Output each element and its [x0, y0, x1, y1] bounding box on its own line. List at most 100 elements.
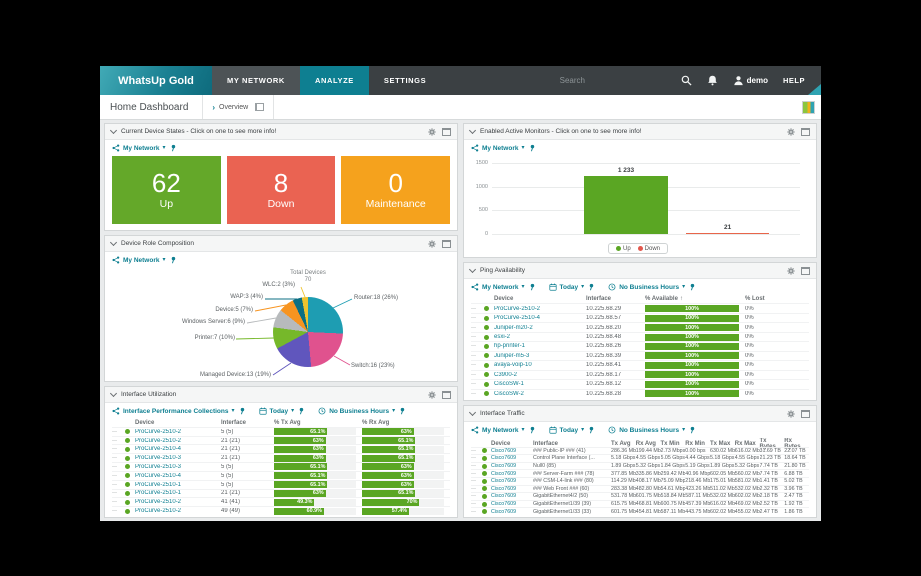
column-header[interactable]: Rx Max [734, 441, 756, 447]
table-row[interactable]: — Juniper-m5-3 10.225.68.39 100% 0% [471, 350, 809, 360]
pin-icon[interactable] [528, 144, 536, 152]
bell-icon[interactable] [707, 75, 718, 86]
role-pie[interactable] [273, 297, 343, 367]
column-header[interactable]: % Rx Avg [362, 419, 390, 426]
search-icon[interactable] [681, 75, 692, 86]
table-row[interactable]: — Cisco7609 GigabitEthernet1/33 (33) 601.75… [471, 507, 809, 515]
device-link[interactable]: ProCurve-2510-1 [135, 490, 182, 497]
gear-icon[interactable] [428, 390, 436, 399]
column-header[interactable]: Tx Avg [611, 441, 631, 447]
tile-maintenance[interactable]: 0 Maintenance [341, 156, 451, 224]
pin-icon[interactable] [688, 426, 696, 434]
column-header[interactable]: Rx Avg [635, 441, 656, 447]
table-row[interactable]: — esxi-2 10.225.68.48 100% 0% [471, 331, 809, 341]
nav-analyze[interactable]: ANALYZE [299, 66, 369, 95]
source-select[interactable]: My Network [482, 426, 519, 434]
panel-header[interactable]: Current Device States - Click on one to … [105, 124, 457, 140]
legend-item-down[interactable]: Down [637, 246, 660, 252]
panel-header[interactable]: Enabled Active Monitors - Click on one t… [464, 124, 816, 140]
gear-icon[interactable] [787, 409, 795, 418]
device-link[interactable]: hp-printer-1 [494, 343, 526, 350]
table-row[interactable]: — ProCurve-2510-2 21 (21) 63% 65.1% [112, 435, 450, 445]
column-header[interactable]: Tx Max [710, 441, 731, 447]
date-range-select[interactable]: Today [269, 407, 289, 415]
column-header[interactable]: % Available ↑ [645, 296, 683, 303]
device-link[interactable]: ProCurve-2510-2 [135, 428, 182, 435]
table-row[interactable]: — ProCurve-2510-2 10.225.68.29 100% 0% [471, 303, 809, 313]
user-menu[interactable]: demo [733, 75, 768, 86]
device-link[interactable]: Cisco7609 [491, 508, 517, 515]
table-row[interactable]: — ProCurve-2510-2 49 (49) 60.9% 57.4% [112, 506, 450, 515]
collapse-icon[interactable] [442, 239, 451, 248]
tile-up[interactable]: 62 Up [112, 156, 221, 224]
pin-icon[interactable] [587, 426, 595, 434]
bar-down[interactable] [686, 232, 770, 234]
tab-overview[interactable]: › Overview [202, 95, 275, 119]
table-row[interactable]: — Cisco7609 Control Plane Interface (... 5.… [471, 454, 809, 462]
device-link[interactable]: Cisco7609 [491, 501, 517, 508]
table-row[interactable]: — Cisco7609 ### Public-IP ### (41) 286.36 M… [471, 446, 809, 455]
device-link[interactable]: esxi-2 [494, 334, 511, 341]
dashboard-icon[interactable] [802, 100, 815, 114]
table-row[interactable]: — ProCurve-2510-4 21 (21) 63% 65.1% [112, 444, 450, 453]
pin-icon[interactable] [169, 256, 177, 264]
device-link[interactable]: Cisco7609 [491, 470, 517, 477]
source-select[interactable]: My Network [123, 144, 160, 152]
column-header[interactable]: Interface [586, 296, 612, 303]
table-row[interactable]: — avaya-voip-10 10.225.68.41 100% 0% [471, 360, 809, 369]
column-header[interactable]: Interface [533, 441, 559, 447]
device-link[interactable]: ProCurve-2510-2 [494, 305, 541, 312]
device-link[interactable]: Cisco7609 [491, 455, 517, 462]
device-link[interactable]: ProCurve-2510-1 [135, 481, 182, 488]
device-link[interactable]: ProCurve-2510-4 [135, 472, 182, 479]
table-row[interactable]: — Cisco7609 Null0 (85) 1.89 Gbps 5.32 Gbps 1.… [471, 461, 809, 470]
table-row[interactable]: — CiscoSW-1 10.225.68.12 100% 0% [471, 379, 809, 388]
source-select[interactable]: My Network [123, 256, 160, 264]
gear-icon[interactable] [428, 127, 436, 136]
gear-icon[interactable] [787, 266, 795, 275]
table-row[interactable]: — hp-printer-1 10.225.68.26 100% 0% [471, 341, 809, 350]
column-header[interactable]: Interface [221, 419, 247, 426]
column-header[interactable]: Device [494, 296, 514, 303]
column-header[interactable]: Device [491, 441, 511, 447]
pin-icon[interactable] [528, 283, 536, 291]
column-header[interactable]: % Tx Avg [274, 419, 301, 426]
gear-icon[interactable] [428, 239, 436, 248]
device-link[interactable]: Juniper-m5-3 [494, 352, 530, 359]
table-row[interactable]: — ProCurve-2510-1 5 (5) 65.1% 63% [112, 479, 450, 489]
panel-header[interactable]: Ping Availability [464, 263, 816, 279]
column-header[interactable]: Tx Min [660, 441, 680, 447]
device-link[interactable]: Cisco7609 [491, 485, 517, 492]
column-header[interactable]: % Lost [745, 296, 765, 303]
business-hours-select[interactable]: No Business Hours [329, 407, 390, 415]
app-logo[interactable]: WhatsUp Gold [100, 66, 212, 95]
table-row[interactable]: — Cisco7609 GigabitEthernet1/39 (39) 615.75… [471, 499, 809, 508]
device-link[interactable]: ProCurve-2510-4 [494, 315, 541, 322]
device-link[interactable]: ProCurve-2510-2 [135, 437, 182, 444]
search-input[interactable] [557, 75, 666, 86]
device-link[interactable]: ProCurve-2510-2 [135, 508, 182, 515]
legend-item-up[interactable]: Up [615, 246, 631, 252]
column-header[interactable]: Rx Min [685, 441, 705, 447]
pin-icon[interactable] [587, 283, 595, 291]
source-select[interactable]: My Network [482, 283, 519, 291]
device-link[interactable]: Juniper-m20-2 [494, 324, 533, 331]
table-row[interactable]: — Cisco7609 ### Web Front ### (60) 283.38 M… [471, 484, 809, 493]
collapse-icon[interactable] [801, 266, 810, 275]
table-row[interactable]: — C3900-2 10.225.68.17 100% 0% [471, 369, 809, 379]
device-link[interactable]: avaya-voip-10 [494, 362, 532, 369]
table-row[interactable]: — ProCurve-2510-4 5 (5) 65.1% 63% [112, 470, 450, 480]
device-link[interactable]: ProCurve-2510-3 [135, 455, 182, 462]
device-link[interactable]: ProCurve-2510-2 [135, 499, 182, 506]
table-row[interactable]: — Cisco7609 ### CSM-L4-link ### (80) 114.29… [471, 476, 809, 485]
device-link[interactable]: CiscoSW-2 [494, 390, 524, 397]
pin-icon[interactable] [297, 407, 305, 415]
table-row[interactable]: — ProCurve-2510-2 41 (41) 49.3% 70% [112, 497, 450, 506]
bar-up[interactable] [584, 175, 668, 234]
pin-icon[interactable] [398, 407, 406, 415]
date-range-select[interactable]: Today [559, 426, 579, 434]
business-hours-select[interactable]: No Business Hours [619, 426, 680, 434]
table-row[interactable]: — ProCurve-2510-3 5 (5) 65.1% 63% [112, 462, 450, 471]
panel-header[interactable]: Interface Traffic [464, 406, 816, 422]
table-row[interactable]: — ProCurve-2510-4 10.225.68.57 100% 0% [471, 312, 809, 322]
